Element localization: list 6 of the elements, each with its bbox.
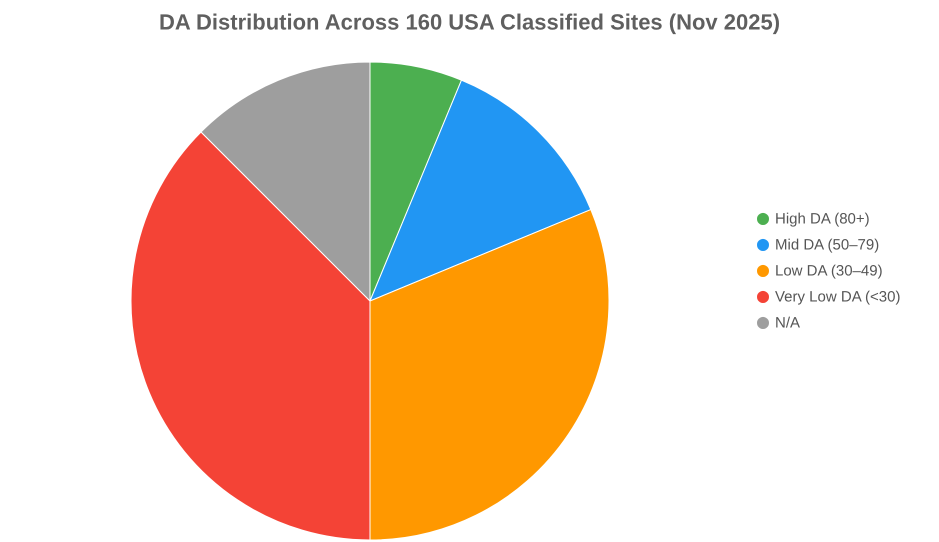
legend-label: Very Low DA (<30) [775,288,900,306]
legend-label: High DA (80+) [775,210,870,228]
legend-label: Mid DA (50–79) [775,236,880,254]
chart-title: DA Distribution Across 160 USA Classified Sites (Nov 2025) [158,10,780,34]
legend-label: Low DA (30–49) [775,262,883,280]
legend-label: N/A [775,314,800,332]
